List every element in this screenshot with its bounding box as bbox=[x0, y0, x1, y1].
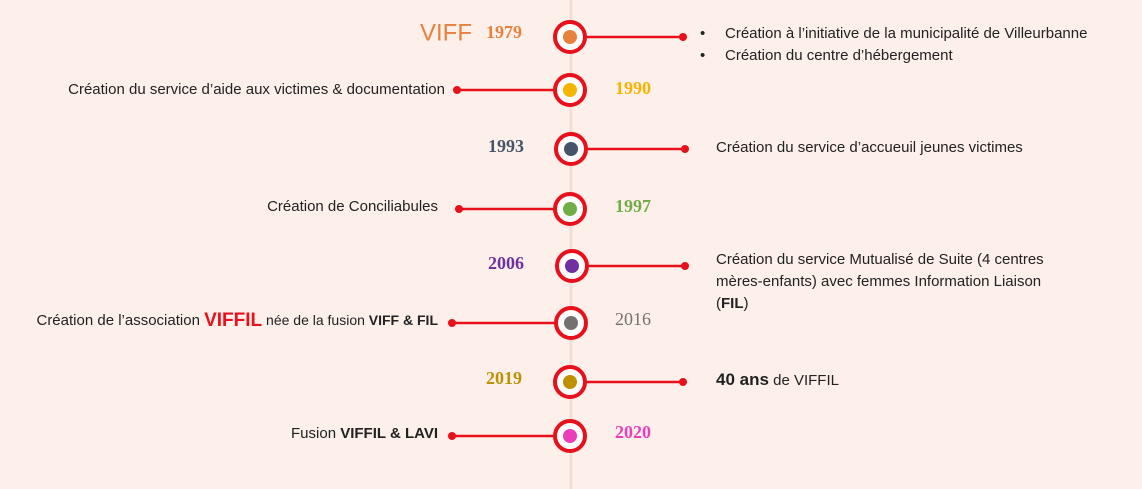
description: Création du service d’aide aux victimes … bbox=[68, 81, 445, 98]
dot bbox=[564, 316, 578, 330]
event: 1979 • Création à l’initiative de la muni… bbox=[486, 20, 1087, 64]
text: Fusion bbox=[291, 425, 340, 442]
bullet: • bbox=[700, 47, 705, 64]
dot bbox=[563, 202, 577, 216]
year: 1979 bbox=[486, 22, 522, 42]
connector-end bbox=[448, 432, 456, 440]
description: Création du service Mutualisé de Suite (… bbox=[716, 251, 1044, 268]
connector-end bbox=[453, 86, 461, 94]
dot bbox=[564, 142, 578, 156]
description: Création de Conciliabules bbox=[267, 198, 438, 215]
dot bbox=[563, 429, 577, 443]
text: ( bbox=[716, 295, 721, 312]
description: Création du service d’accueuil jeunes vi… bbox=[716, 139, 1023, 156]
year: 2016 bbox=[615, 309, 651, 329]
event: 1990 Création du service d’aide aux vict… bbox=[68, 73, 651, 107]
text: ) bbox=[744, 295, 749, 312]
description: mères-enfants) avec femmes Information L… bbox=[716, 273, 1041, 290]
year: 1990 bbox=[615, 78, 651, 98]
description: Création de l’association VIFFIL née de … bbox=[36, 310, 438, 331]
text: 40 ans bbox=[716, 370, 769, 389]
dot bbox=[563, 83, 577, 97]
text: FIL bbox=[721, 295, 744, 312]
connector-end bbox=[448, 319, 456, 327]
text: VIFFIL bbox=[204, 310, 262, 331]
event: 2019 40 ans de VIFFIL bbox=[486, 365, 839, 399]
description: (FIL) bbox=[716, 295, 749, 312]
year: 1993 bbox=[488, 136, 524, 156]
text: VIFFIL & LAVI bbox=[340, 425, 438, 442]
event: 2006 Création du service Mutualisé de Su… bbox=[488, 249, 1044, 312]
dot bbox=[565, 259, 579, 273]
text: Création de l’association bbox=[36, 312, 204, 329]
text: née de la fusion bbox=[262, 312, 369, 328]
text: VIFF & FIL bbox=[369, 312, 439, 328]
year: 2019 bbox=[486, 368, 522, 388]
description: Création du centre d’hébergement bbox=[725, 47, 953, 64]
description: Fusion VIFFIL & LAVI bbox=[291, 425, 438, 442]
connector-end bbox=[681, 262, 689, 270]
year: 2006 bbox=[488, 253, 524, 273]
connector-end bbox=[455, 205, 463, 213]
connector-end bbox=[681, 145, 689, 153]
event: 2020 Fusion VIFFIL & LAVI bbox=[291, 419, 651, 453]
description: 40 ans de VIFFIL bbox=[716, 370, 839, 389]
connector-end bbox=[679, 33, 687, 41]
event: 1997 Création de Conciliabules bbox=[267, 192, 651, 226]
connector-end bbox=[679, 378, 687, 386]
title: VIFF bbox=[420, 19, 472, 46]
description: Création à l’initiative de la municipali… bbox=[725, 25, 1087, 42]
dot bbox=[563, 375, 577, 389]
event: 1993 Création du service d’accueuil jeun… bbox=[488, 132, 1023, 166]
year: 2020 bbox=[615, 422, 651, 442]
dot bbox=[563, 30, 577, 44]
year: 1997 bbox=[615, 196, 651, 216]
event: 2016 Création de l’association VIFFIL né… bbox=[36, 306, 651, 340]
text: de VIFFIL bbox=[769, 372, 839, 389]
bullet: • bbox=[700, 25, 705, 42]
